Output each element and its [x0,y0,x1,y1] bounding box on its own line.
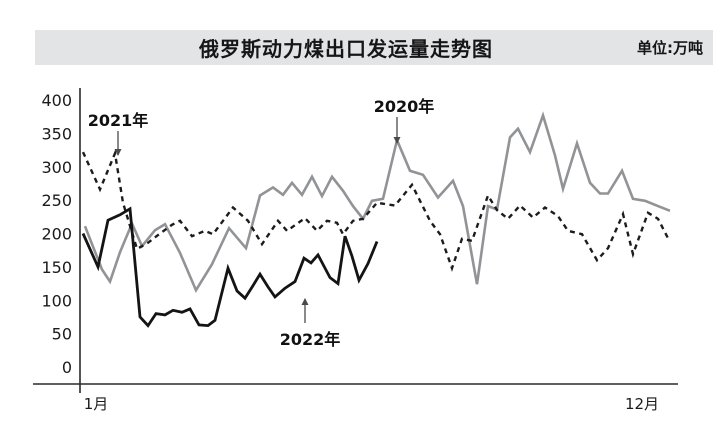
annotation-label-2021: 2021年 [88,111,149,130]
y-tick-label: 250 [41,191,72,210]
y-tick-label: 300 [41,158,72,177]
chart-header-bar: 俄罗斯动力煤出口发运量走势图 单位:万吨 [35,30,713,65]
chart-title: 俄罗斯动力煤出口发运量走势图 [199,37,493,61]
y-tick-label: 50 [52,325,72,344]
series-line-2022 [81,206,379,328]
x-tick-label-jan: 1月 [84,395,109,413]
annotation-label-2022: 2022年 [280,330,341,349]
series-line-2021 [81,149,670,272]
annotation-label-2020: 2020年 [374,97,435,116]
y-tick-label: 100 [41,291,72,310]
series-line-2020 [83,111,671,294]
annotation-arrowhead-2020 [393,137,401,144]
y-tick-label: 350 [41,124,72,143]
x-tick-label-dec: 12月 [625,395,659,413]
annotation-arrowhead-2022 [301,298,309,305]
y-tick-label: 150 [41,258,72,277]
annotation-arrowhead-2021 [114,149,122,156]
y-tick-label: 400 [41,91,72,110]
y-tick-label: 0 [62,358,72,377]
unit-label: 单位:万吨 [637,39,703,57]
y-tick-label: 200 [41,225,72,244]
